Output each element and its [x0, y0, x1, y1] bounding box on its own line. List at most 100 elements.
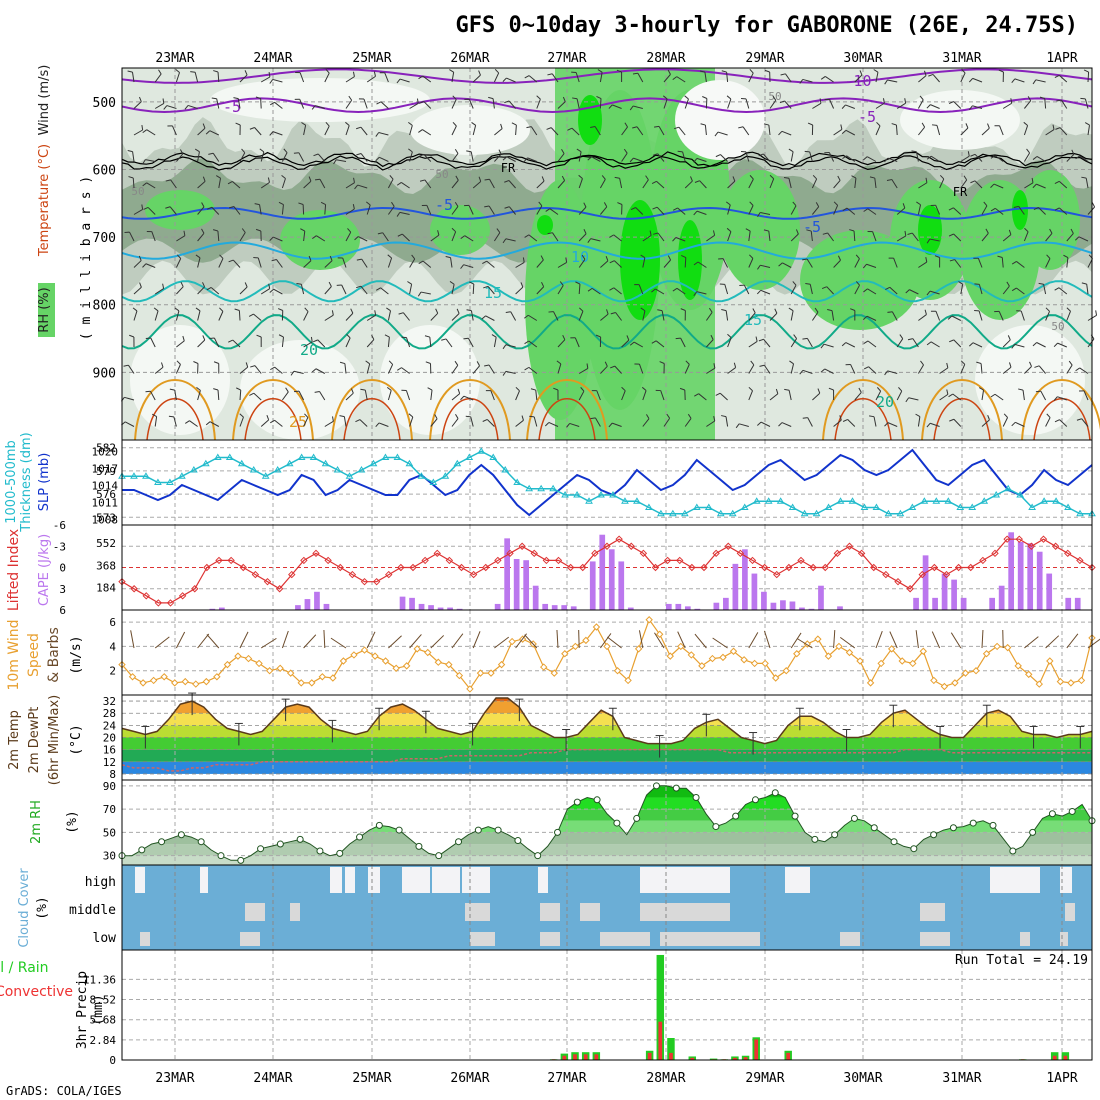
wind-barb — [1016, 287, 1025, 295]
rh-point — [811, 835, 819, 843]
wind-barb — [273, 236, 283, 242]
thickness-point — [860, 503, 869, 510]
wind-barb — [727, 337, 732, 348]
wind-barb — [574, 337, 580, 348]
wind-barb-flag — [138, 96, 142, 102]
cloud-high — [462, 867, 490, 893]
wind-barb — [506, 77, 516, 83]
wind-barb-flag — [416, 98, 419, 104]
thickness-point — [1040, 497, 1048, 504]
wind-barb-flag — [1035, 390, 1041, 393]
contour-label: 50 — [435, 168, 448, 181]
wind-barb-flag — [961, 68, 966, 74]
wind-speed-point — [434, 658, 443, 666]
rh-point — [930, 831, 938, 839]
lifted-index-point — [712, 549, 720, 558]
wind-barb — [853, 230, 856, 242]
wind-barb-flag — [617, 202, 623, 205]
wind-barb-flag — [721, 308, 727, 312]
wind-barb — [281, 337, 284, 348]
wind-barb-flag — [713, 363, 716, 369]
wind-barb — [468, 99, 474, 109]
y-tick-lifted: 0 — [59, 562, 66, 575]
wind-speed-point — [750, 659, 759, 668]
wind-barb — [1066, 364, 1073, 374]
wind-barb — [698, 393, 707, 401]
wind-barb — [253, 392, 262, 401]
wind-barb — [727, 180, 736, 189]
date-tick-bottom: 23MAR — [155, 1071, 194, 1086]
wind-barb-10m — [578, 629, 580, 649]
wind-barb — [826, 286, 834, 295]
cloud-middle — [580, 903, 600, 921]
wind-speed-point — [1067, 679, 1075, 687]
wind-barb-flag — [1070, 228, 1074, 234]
wind-barb — [972, 342, 983, 348]
wind-barb-flag — [213, 388, 219, 391]
wind-barb-flag — [632, 126, 638, 129]
wind-barb-flag — [646, 414, 650, 419]
wind-barb — [470, 151, 474, 162]
cape-bar — [1036, 551, 1043, 610]
wind-barb-flag — [649, 230, 652, 236]
rh-band — [122, 855, 1092, 865]
rh-point — [850, 814, 858, 822]
wind-speed-point — [244, 654, 253, 663]
wind-barb — [954, 259, 962, 268]
wind-barb-flag — [515, 386, 520, 392]
thickness-point — [812, 509, 821, 517]
wind-barb — [790, 363, 795, 374]
wind-barb — [488, 364, 495, 374]
wind-barb-flag — [152, 413, 157, 418]
wind-speed-point — [455, 671, 464, 680]
rh-blob — [720, 170, 800, 290]
thickness-point — [1052, 497, 1060, 504]
wind-barb — [238, 310, 241, 321]
cape-bar — [941, 573, 948, 610]
wind-barb-flag — [460, 264, 465, 269]
wind-barb — [451, 393, 460, 401]
wind-barb — [760, 211, 771, 215]
wind-barb-flag — [763, 123, 769, 126]
rh-point — [138, 846, 146, 854]
wind-barb-flag — [640, 307, 646, 312]
cape-bar — [751, 573, 758, 610]
wind-barb-flag — [375, 132, 380, 137]
wind-barb-flag — [632, 72, 638, 75]
thickness-point — [429, 478, 438, 485]
y-tick-thickness: 579 — [96, 465, 116, 478]
rh-point — [870, 824, 878, 832]
wind-barb-flag — [926, 104, 931, 109]
wind-barb-flag — [1074, 236, 1080, 241]
wind-barb — [915, 151, 919, 162]
wind-barb-flag — [806, 229, 812, 232]
cape-bar — [761, 591, 767, 610]
thickness-point — [369, 459, 378, 467]
wind-barb-flag — [182, 335, 185, 341]
wind-barb-flag — [869, 415, 875, 418]
wind-barb-flag — [546, 127, 552, 130]
wind-barb-flag — [1054, 74, 1060, 79]
wind-barb-flag — [885, 286, 891, 290]
thickness-point — [884, 509, 893, 517]
wind-barb-flag — [681, 254, 687, 258]
wind-barb-flag — [580, 387, 585, 392]
wind-barb-flag — [968, 105, 973, 111]
wind-barb-flag — [814, 307, 819, 313]
wind-barb — [133, 286, 142, 295]
lifted-index-point — [991, 549, 999, 558]
cloud-unit-label: (%) — [35, 896, 50, 919]
wind-barb — [145, 263, 156, 268]
wind-barb-flag — [523, 314, 529, 319]
wind-barb-flag — [387, 254, 392, 259]
wind-barb-flag — [320, 201, 326, 205]
wind-barb-flag — [610, 312, 616, 315]
wind-barb — [197, 206, 205, 215]
wind-barb — [633, 341, 644, 348]
wind-barb-10m — [451, 633, 464, 649]
wind-barb — [260, 151, 265, 162]
wind-barb-flag — [454, 360, 459, 366]
wind-barb-flag — [1011, 261, 1017, 265]
wind-barb-flag — [407, 281, 412, 285]
wind-barb-10m — [260, 637, 277, 649]
